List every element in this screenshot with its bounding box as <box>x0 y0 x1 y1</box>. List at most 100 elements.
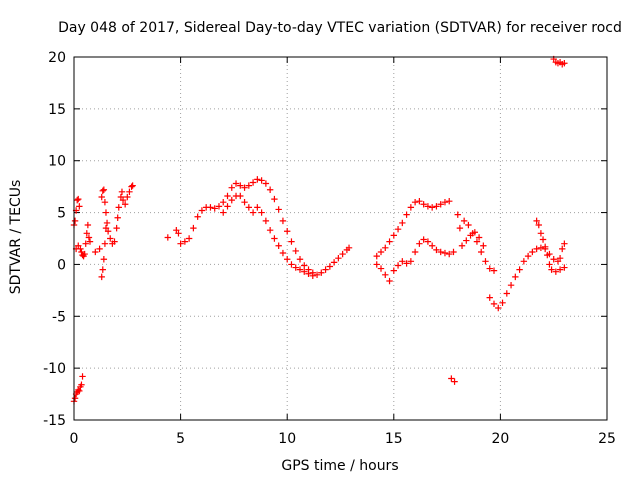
data-layer <box>70 55 568 405</box>
series-upper-arc <box>177 176 353 278</box>
data-point <box>441 249 449 257</box>
data-point <box>420 236 427 243</box>
data-point <box>266 186 274 193</box>
data-point <box>194 213 201 220</box>
data-point <box>92 248 99 256</box>
data-point <box>428 204 436 211</box>
y-tick-label: 10 <box>48 154 66 170</box>
data-point <box>377 248 385 256</box>
data-point <box>175 230 182 237</box>
data-point <box>394 225 402 233</box>
data-point <box>100 186 108 193</box>
data-point <box>326 263 334 270</box>
series-early-cluster <box>70 182 136 405</box>
data-point <box>330 259 338 266</box>
data-point <box>104 228 112 235</box>
data-point <box>465 221 472 229</box>
data-point <box>318 269 325 276</box>
grid-layer <box>74 57 607 420</box>
data-point <box>73 196 81 204</box>
data-point <box>111 238 118 245</box>
data-point <box>475 234 483 241</box>
data-point <box>296 256 304 263</box>
data-point <box>403 260 410 267</box>
data-point <box>524 252 532 260</box>
data-point <box>271 195 278 203</box>
data-point <box>561 60 568 67</box>
data-point <box>533 217 540 225</box>
data-point <box>99 187 106 194</box>
data-point <box>75 195 82 203</box>
data-point <box>482 258 489 265</box>
series-lower-arc <box>220 192 316 280</box>
data-point <box>309 272 316 280</box>
tick-layer: 0 5 10 15 20 25 -15 -10 -5 0 5 10 15 20 <box>43 50 616 447</box>
data-point <box>411 199 419 206</box>
data-point <box>446 197 453 205</box>
data-point <box>96 245 103 253</box>
y-tick-label: 5 <box>57 206 66 222</box>
y-tick-label: -10 <box>43 361 66 377</box>
data-point <box>118 188 126 196</box>
data-point <box>503 290 510 297</box>
data-point <box>78 381 85 388</box>
series-isolated <box>164 227 182 241</box>
plot-frame <box>73 56 608 421</box>
data-point <box>544 251 551 259</box>
data-point <box>224 192 231 200</box>
data-point <box>533 245 540 253</box>
data-point <box>394 262 402 269</box>
data-point <box>220 199 227 206</box>
x-axis-label: GPS time / hours <box>281 458 398 474</box>
data-point <box>446 250 453 258</box>
data-point <box>473 238 481 245</box>
y-tick-label: 20 <box>48 50 66 66</box>
data-point <box>411 248 419 256</box>
data-point <box>448 375 455 382</box>
data-point <box>420 201 427 208</box>
data-point <box>561 240 568 247</box>
data-point <box>507 281 515 289</box>
data-point <box>552 268 560 275</box>
data-point <box>262 180 270 187</box>
data-point <box>245 204 253 211</box>
data-point <box>215 203 223 210</box>
data-point <box>456 224 464 232</box>
data-point <box>220 209 227 216</box>
data-point <box>486 265 493 272</box>
data-point <box>499 299 506 307</box>
data-point <box>296 266 304 273</box>
y-tick-label: -15 <box>43 413 66 429</box>
data-point <box>546 261 553 268</box>
data-point <box>458 242 466 249</box>
y-tick-label: 15 <box>48 102 66 118</box>
data-point <box>102 209 110 216</box>
data-point <box>77 245 84 253</box>
data-point <box>237 182 244 189</box>
data-point <box>437 201 444 208</box>
data-point <box>279 249 287 257</box>
x-tick-label: 25 <box>598 431 616 447</box>
x-tick-label: 0 <box>70 431 79 447</box>
data-point <box>284 228 291 235</box>
data-point <box>433 246 440 254</box>
data-point <box>301 268 308 275</box>
data-point <box>424 203 432 210</box>
data-point <box>541 243 549 250</box>
data-point <box>559 245 566 253</box>
data-point <box>258 177 265 184</box>
data-point <box>275 206 282 213</box>
data-point <box>561 264 568 271</box>
data-point <box>390 267 397 274</box>
data-point <box>520 258 528 265</box>
chart-title: Day 048 of 2017, Sidereal Day-to-day VTE… <box>58 20 622 36</box>
data-point <box>288 238 295 245</box>
series-second-lower <box>373 236 457 285</box>
data-point <box>275 242 282 249</box>
series-second-upper <box>373 197 453 260</box>
data-point <box>224 203 231 210</box>
data-point <box>428 242 436 249</box>
data-point <box>373 261 380 268</box>
data-point <box>441 199 449 206</box>
